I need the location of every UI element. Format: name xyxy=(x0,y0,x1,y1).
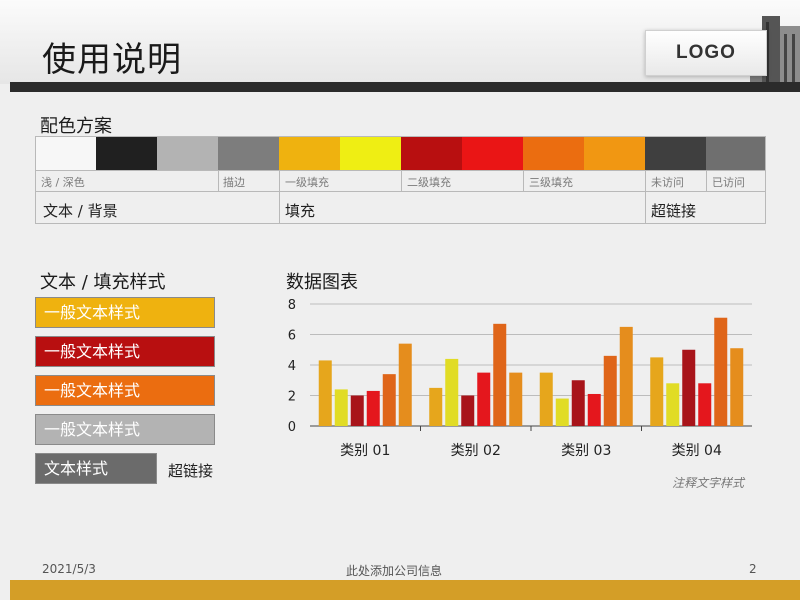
label-text-background: 文本 / 背景 xyxy=(43,202,118,220)
footer-company: 此处添加公司信息 xyxy=(346,564,443,578)
table-border-right xyxy=(765,136,766,224)
bar xyxy=(429,387,443,426)
bar xyxy=(366,390,380,426)
y-tick-label: 0 xyxy=(288,420,296,435)
bar xyxy=(650,357,664,426)
hyperlink-sample[interactable]: 超链接 xyxy=(168,462,214,480)
bar xyxy=(493,323,507,426)
bar xyxy=(461,395,475,426)
swatch-fill1-b xyxy=(340,136,401,170)
swatch-row xyxy=(35,136,766,170)
palette-heading: 配色方案 xyxy=(40,116,112,137)
swatch-fill2-b xyxy=(462,136,523,170)
label-unvisited: 未访问 xyxy=(651,176,684,189)
y-tick-label: 8 xyxy=(288,298,296,313)
footer-bar xyxy=(10,580,800,600)
chart-heading: 数据图表 xyxy=(286,272,358,293)
bar xyxy=(714,317,728,426)
bar xyxy=(398,343,412,426)
swatch-unvisited xyxy=(645,136,706,170)
bar xyxy=(682,349,696,426)
style-sample-2: 一般文本样式 xyxy=(35,336,215,367)
text-style-sample: 文本样式 xyxy=(35,453,157,484)
style-sample-1: 一般文本样式 xyxy=(35,297,215,328)
category-label: 类别 03 xyxy=(561,443,611,459)
label-hyperlink: 超链接 xyxy=(651,202,697,220)
bar xyxy=(603,355,617,426)
label-light-dark: 浅 / 深色 xyxy=(41,176,85,189)
table-divider xyxy=(645,170,646,224)
table-border xyxy=(35,191,766,192)
table-border-left xyxy=(35,136,36,224)
y-tick-label: 2 xyxy=(288,390,296,405)
bar xyxy=(698,383,712,426)
header-divider xyxy=(10,82,800,92)
label-fill: 填充 xyxy=(285,202,316,220)
label-fill-3: 三级填充 xyxy=(529,176,573,189)
swatch-fill3-b xyxy=(584,136,645,170)
category-label: 类别 04 xyxy=(672,443,722,459)
table-divider xyxy=(279,170,280,224)
palette-table: 浅 / 深色 描边 一级填充 二级填充 三级填充 未访问 已访问 文本 / 背景… xyxy=(35,136,766,224)
styles-heading: 文本 / 填充样式 xyxy=(40,272,166,293)
swatch-light xyxy=(35,136,96,170)
footer-date: 2021/5/3 xyxy=(42,562,96,576)
bar xyxy=(539,372,553,426)
bar xyxy=(445,358,459,426)
label-fill-2: 二级填充 xyxy=(407,176,451,189)
bar xyxy=(730,348,744,426)
table-divider xyxy=(218,170,219,191)
swatch-gray xyxy=(157,136,218,170)
bar xyxy=(619,326,633,426)
swatch-fill2-a xyxy=(401,136,462,170)
bar xyxy=(350,395,364,426)
table-border-top xyxy=(35,136,766,137)
table-border xyxy=(35,170,766,171)
bar xyxy=(334,389,348,426)
y-tick-label: 4 xyxy=(288,359,296,374)
bar xyxy=(555,398,569,426)
swatch-fill3-a xyxy=(523,136,584,170)
swatch-dark xyxy=(96,136,157,170)
label-visited: 已访问 xyxy=(712,176,745,189)
label-stroke: 描边 xyxy=(223,176,245,189)
bar xyxy=(382,374,396,426)
bar xyxy=(318,360,332,426)
logo: LOGO xyxy=(645,30,767,76)
swatch-fill1-a xyxy=(279,136,340,170)
table-divider xyxy=(523,170,524,191)
swatch-visited xyxy=(706,136,766,170)
bar xyxy=(587,393,601,426)
bar xyxy=(666,383,680,426)
table-divider xyxy=(401,170,402,191)
bar-chart: 0 2 4 6 8 类别 01 类别 02 类别 03 类别 04 xyxy=(288,298,752,459)
table-divider xyxy=(706,170,707,191)
category-label: 类别 01 xyxy=(340,443,390,459)
y-tick-label: 6 xyxy=(288,329,296,344)
style-sample-4: 一般文本样式 xyxy=(35,414,215,445)
bar xyxy=(477,372,491,426)
table-border-bottom xyxy=(35,223,766,224)
page-title: 使用说明 xyxy=(42,40,182,80)
annotation-text: 注释文字样式 xyxy=(672,476,745,490)
label-fill-1: 一级填充 xyxy=(285,176,329,189)
bar xyxy=(509,372,523,426)
bar xyxy=(571,380,585,426)
category-label: 类别 02 xyxy=(451,443,501,459)
style-sample-3: 一般文本样式 xyxy=(35,375,215,406)
swatch-stroke xyxy=(218,136,279,170)
footer-page-number: 2 xyxy=(749,562,757,576)
